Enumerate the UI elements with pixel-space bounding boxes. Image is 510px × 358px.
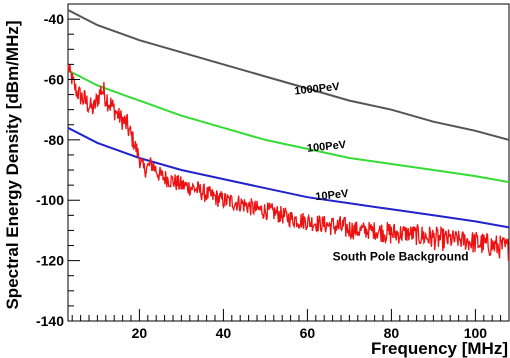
y-tick-label: -40 <box>44 11 64 27</box>
x-tick-label: 100 <box>464 325 488 341</box>
annotation-label: 100PeV <box>306 139 347 155</box>
y-axis-title: Spectral Energy Density [dBm/MHz] <box>3 20 22 309</box>
annotation-layer: 1000PeV 100PeV 10PeV South Pole Background <box>294 81 469 264</box>
y-tick-label: -120 <box>36 253 64 269</box>
y-tick-label: -60 <box>44 71 64 87</box>
series-line-3 <box>67 63 510 262</box>
axes-layer: -140 -120 -100 -80 -60 -40 20 40 60 80 100 <box>36 3 510 341</box>
y-tick-label: -100 <box>36 192 64 208</box>
y-tick-label: -140 <box>36 313 64 329</box>
x-tick-label: 60 <box>300 325 316 341</box>
annotation-label: South Pole Background <box>333 250 469 264</box>
x-axis-title: Frequency [MHz] <box>371 339 508 358</box>
series-line-0 <box>67 9 510 141</box>
series-layer <box>67 9 510 262</box>
series-line-1 <box>67 69 510 184</box>
plot-frame <box>67 3 510 322</box>
annotation-label: 10PeV <box>315 188 350 203</box>
y-tick-label: -80 <box>44 132 64 148</box>
annotation-label: 1000PeV <box>294 81 341 98</box>
x-tick-label: 20 <box>132 325 148 341</box>
x-tick-label: 80 <box>384 325 400 341</box>
series-line-2 <box>67 126 510 229</box>
x-tick-label: 40 <box>216 325 232 341</box>
